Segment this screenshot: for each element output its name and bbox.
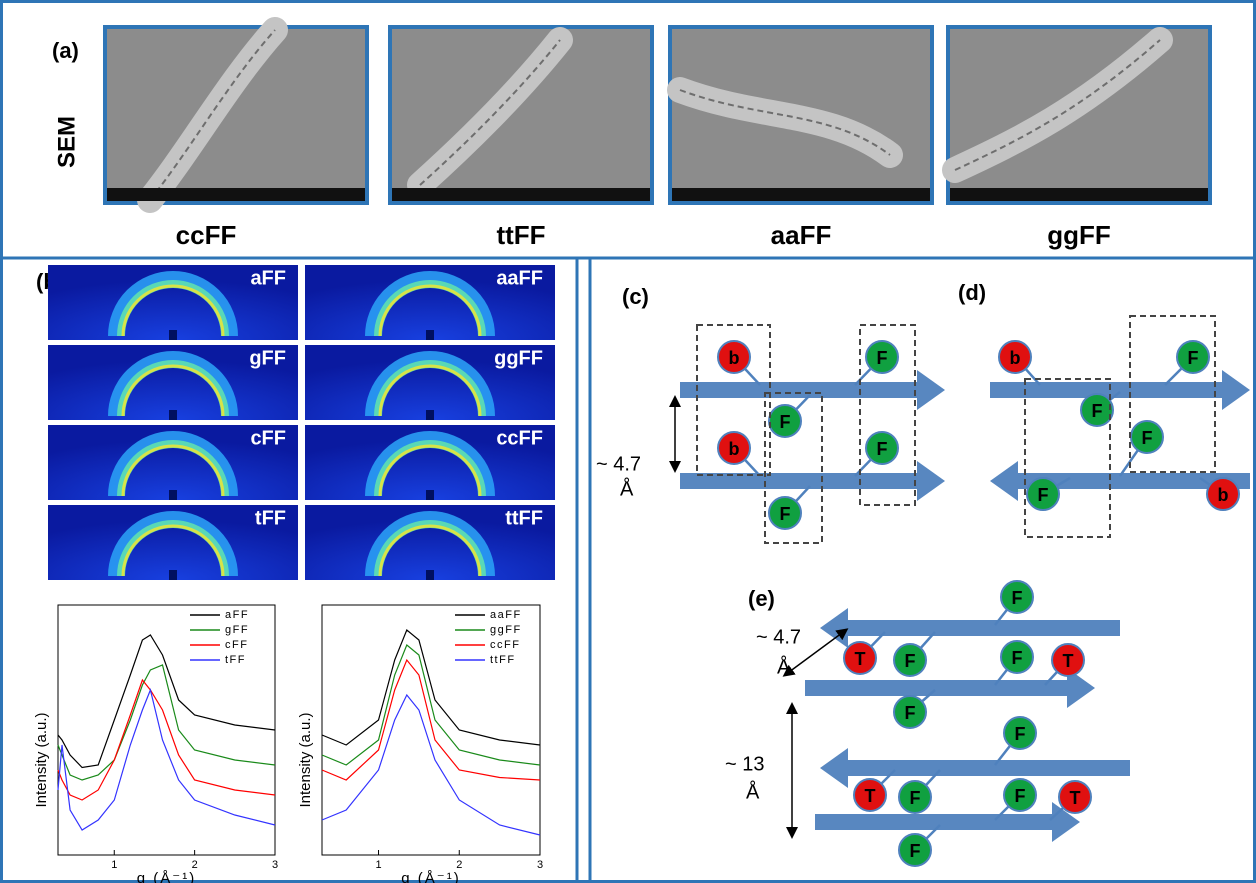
residue-label: F — [1142, 428, 1153, 448]
beam-stop — [426, 330, 434, 340]
residue-label: b — [729, 348, 740, 368]
saxs-label: gFF — [249, 347, 286, 369]
beam-stop — [426, 570, 434, 580]
spacing-label: Å — [620, 477, 634, 500]
residue-label: F — [1015, 724, 1026, 744]
sem-image — [105, 27, 367, 203]
residue-label: F — [1038, 485, 1049, 505]
legend-label: aFF — [225, 609, 249, 621]
residue-label: T — [855, 649, 866, 669]
residue-label: F — [910, 788, 921, 808]
x-axis-label: q (Å⁻¹) — [137, 870, 196, 883]
info-bar — [107, 188, 365, 201]
beam-stop — [169, 490, 177, 500]
saxs-label: ggFF — [494, 347, 543, 369]
sample-label: ggFF — [1047, 220, 1111, 250]
panel-label: (d) — [958, 280, 986, 305]
sample-label: ccFF — [176, 220, 237, 250]
beam-stop — [426, 490, 434, 500]
strand-arrow — [680, 461, 945, 501]
legend-label: gFF — [225, 624, 249, 636]
figure: (a) SEM (b) (c) (d) (e) ccFFttFFaaFFggFF… — [0, 0, 1256, 883]
legend-label: ggFF — [490, 624, 522, 636]
x-tick-label: 3 — [537, 859, 543, 871]
beam-stop — [169, 330, 177, 340]
info-bar — [672, 188, 930, 201]
series-line — [58, 680, 275, 800]
spacing-label: Å — [746, 780, 760, 803]
y-axis-label: Intensity (a.u.) — [297, 712, 314, 807]
legend-label: ccFF — [490, 639, 520, 651]
spacing-label: ~ 4.7 — [756, 626, 801, 648]
residue-label: F — [780, 504, 791, 524]
legend-label: ttFF — [490, 654, 516, 666]
x-tick-label: 3 — [272, 859, 278, 871]
residue-label: F — [1188, 348, 1199, 368]
beam-stop — [169, 410, 177, 420]
residue-label: F — [780, 412, 791, 432]
series-line — [322, 660, 540, 780]
strand-arrow — [815, 802, 1080, 842]
residue-label: T — [1063, 651, 1074, 671]
beam-stop — [426, 410, 434, 420]
info-bar — [950, 188, 1208, 201]
series-line — [322, 695, 540, 835]
legend-label: tFF — [225, 654, 246, 666]
spacing-label: ~ 4.7 — [596, 453, 641, 475]
y-axis-label: Intensity (a.u.) — [33, 712, 50, 807]
residue-label: T — [865, 786, 876, 806]
saxs-label: aFF — [250, 267, 286, 289]
x-axis-label: q (Å⁻¹) — [401, 870, 460, 883]
spacing-label: Å — [777, 655, 791, 678]
saxs-label: ttFF — [505, 507, 543, 529]
strand-arrow — [805, 668, 1095, 708]
x-tick-label: 1 — [375, 859, 381, 871]
legend-label: cFF — [225, 639, 248, 651]
residue-label: F — [1012, 648, 1023, 668]
panel-label: (e) — [748, 586, 775, 611]
row-label: SEM — [53, 116, 80, 168]
residue-label: F — [877, 439, 888, 459]
residue-label: b — [1010, 348, 1021, 368]
residue-label: b — [1218, 485, 1229, 505]
x-tick-label: 1 — [111, 859, 117, 871]
saxs-label: aaFF — [496, 267, 543, 289]
info-bar — [392, 188, 650, 201]
residue-label: T — [1070, 788, 1081, 808]
residue-label: F — [910, 841, 921, 861]
residue-label: F — [905, 703, 916, 723]
saxs-label: cFF — [250, 427, 286, 449]
spacing-label: ~ 13 — [725, 753, 764, 775]
residue-label: F — [1012, 588, 1023, 608]
sample-label: aaFF — [771, 220, 832, 250]
saxs-label: tFF — [255, 507, 286, 529]
residue-label: b — [729, 439, 740, 459]
series-line — [58, 690, 275, 830]
residue-label: F — [877, 348, 888, 368]
residue-label: F — [1015, 786, 1026, 806]
panel-label: (a) — [52, 38, 79, 63]
saxs-label: ccFF — [496, 427, 543, 449]
strand-arrow — [990, 370, 1250, 410]
legend-label: aaFF — [490, 609, 522, 621]
beam-stop — [169, 570, 177, 580]
panel-label: (c) — [622, 284, 649, 309]
residue-label: F — [1092, 401, 1103, 421]
strand-arrow — [680, 370, 945, 410]
sample-label: ttFF — [496, 220, 545, 250]
residue-label: F — [905, 651, 916, 671]
